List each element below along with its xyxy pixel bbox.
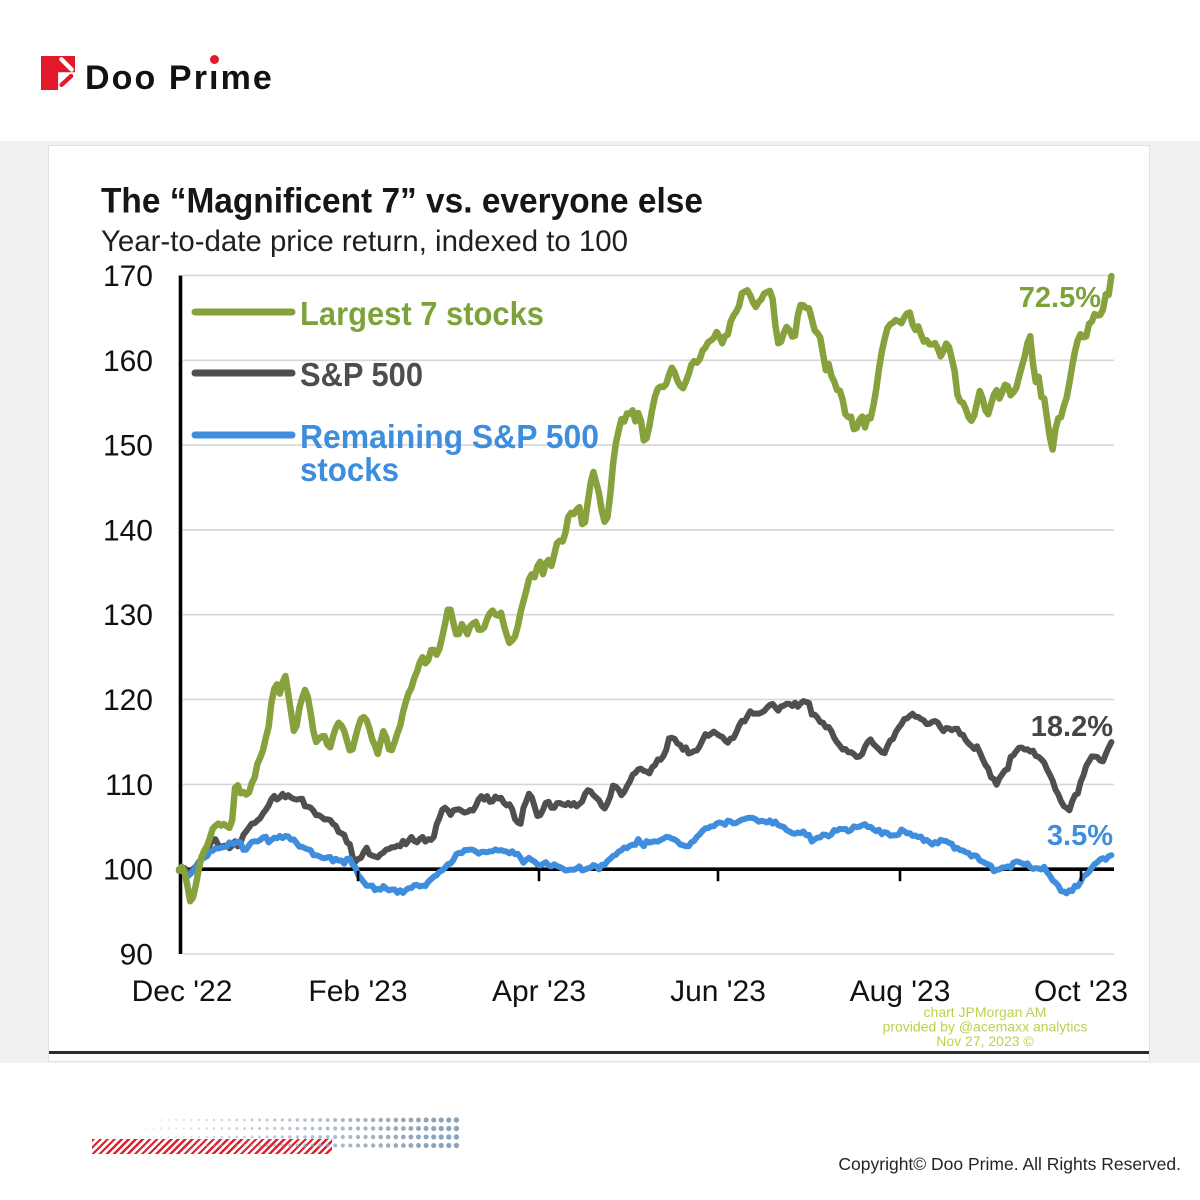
svg-text:Feb '23: Feb '23 <box>308 975 407 1008</box>
svg-text:Aug '23: Aug '23 <box>850 975 951 1008</box>
svg-text:160: 160 <box>103 345 153 378</box>
svg-text:stocks: stocks <box>300 451 399 488</box>
svg-text:140: 140 <box>103 514 153 547</box>
svg-text:72.5%: 72.5% <box>1019 282 1101 314</box>
svg-text:150: 150 <box>103 430 153 463</box>
svg-text:100: 100 <box>103 854 153 887</box>
svg-text:Apr '23: Apr '23 <box>492 975 586 1008</box>
svg-text:Remaining S&P 500: Remaining S&P 500 <box>300 418 599 455</box>
svg-text:18.2%: 18.2% <box>1031 711 1113 743</box>
svg-text:Dec '22: Dec '22 <box>132 975 233 1008</box>
svg-text:120: 120 <box>103 684 153 717</box>
svg-text:3.5%: 3.5% <box>1047 820 1113 852</box>
svg-text:S&P 500: S&P 500 <box>300 356 423 393</box>
svg-text:130: 130 <box>103 599 153 632</box>
svg-text:Nov 27, 2023 ©: Nov 27, 2023 © <box>936 1033 1034 1049</box>
svg-text:170: 170 <box>103 260 153 293</box>
svg-text:provided by @acemaxx analytics: provided by @acemaxx analytics <box>883 1019 1088 1035</box>
svg-text:Year-to-date price return, ind: Year-to-date price return, indexed to 10… <box>101 225 628 258</box>
svg-text:90: 90 <box>120 939 153 972</box>
svg-text:The “Magnificent 7” vs. everyo: The “Magnificent 7” vs. everyone else <box>101 182 703 221</box>
svg-text:110: 110 <box>105 769 153 802</box>
svg-text:Largest 7 stocks: Largest 7 stocks <box>300 295 544 332</box>
svg-text:Jun '23: Jun '23 <box>670 975 766 1008</box>
svg-text:Oct '23: Oct '23 <box>1034 975 1128 1008</box>
svg-text:chart JPMorgan AM: chart JPMorgan AM <box>924 1004 1047 1020</box>
